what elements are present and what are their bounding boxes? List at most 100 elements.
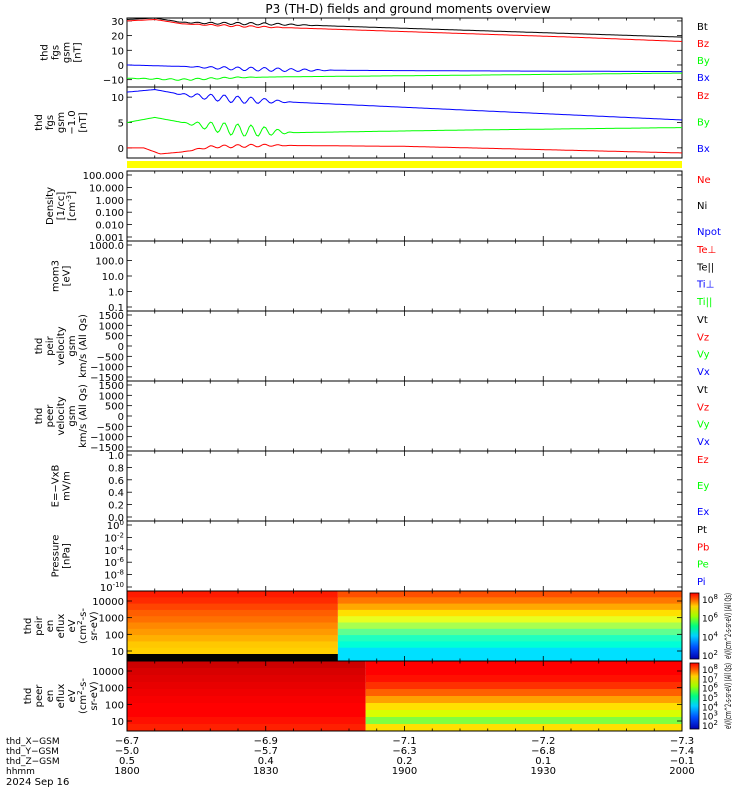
spectrogram-bin	[365, 682, 682, 690]
y-tick-label: 0.0	[108, 513, 124, 524]
spectrogram-fill-value	[127, 654, 338, 661]
spectrogram-bin	[365, 675, 682, 683]
y-tick-label: 1000	[99, 614, 124, 625]
legend-entry: Ex	[697, 507, 709, 518]
y-axis-label: gsm	[67, 405, 78, 426]
y-tick-label: 20	[111, 32, 124, 43]
panel-fgs: −10 0 10 20 30 thd fgs gsm [nT] Bt Bz By Bx	[40, 17, 710, 88]
y-axis-label: velocity	[56, 326, 67, 365]
y-axis-label: Pressure	[51, 535, 62, 578]
spectrogram-bin	[127, 622, 338, 630]
y-axis-label: fgs	[51, 45, 62, 60]
y-axis-label: E=−VxB	[51, 465, 62, 508]
legend-entry: Pi	[697, 577, 706, 588]
y-axis-label: thd	[34, 114, 45, 131]
y-tick-label: 10-10	[100, 581, 124, 594]
y-tick-label: 10-2	[104, 531, 124, 544]
spectrogram-bin	[337, 654, 682, 661]
y-tick-label: 1.0	[108, 451, 124, 462]
y-axis-label: (cm2-s-	[76, 608, 89, 644]
x-axis-value: 1830	[253, 766, 278, 777]
spectrogram-bin	[337, 641, 682, 649]
spectrogram-bin	[127, 628, 338, 636]
panel-frame	[126, 310, 683, 382]
spectrogram-bin	[337, 635, 682, 642]
spectrogram-bin	[337, 616, 682, 623]
colorbar	[689, 662, 700, 730]
y-tick-label: 500	[105, 402, 124, 413]
x-axis-value: −7.3	[670, 736, 694, 747]
y-axis-label: [nT]	[73, 42, 84, 62]
y-tick-label: 0.6	[108, 476, 124, 487]
spectrogram-bin	[127, 635, 338, 642]
spectrogram-bin	[365, 668, 682, 676]
legend-entry: Vt	[697, 385, 708, 396]
y-axis-label: [nPa]	[62, 543, 73, 569]
y-tick-label: 10-6	[104, 556, 124, 569]
y-axis-label: eV	[67, 689, 78, 702]
spectrogram-bin	[127, 710, 366, 718]
y-axis-label: thd	[23, 688, 34, 705]
x-axis-value: −6.7	[115, 736, 139, 747]
panel-frame	[126, 520, 683, 592]
colorbar-tick-label: 106	[702, 612, 718, 625]
spectrogram-bin	[337, 603, 682, 611]
y-tick-label: 1.000	[95, 196, 124, 207]
y-tick-label: 100.0	[95, 257, 124, 268]
y-tick-label: 10	[111, 46, 124, 57]
y-axis-label: Density	[45, 187, 56, 225]
y-tick-label: −1000	[90, 363, 124, 374]
x-axis-row-label: hhmm	[6, 767, 35, 777]
y-axis-label: peer	[34, 684, 45, 708]
spectrogram-bin	[127, 724, 366, 732]
x-axis-row-label: thd_X−GSM	[6, 737, 60, 747]
spectrogram-bin	[127, 696, 366, 704]
x-axis-value: −6.3	[392, 746, 416, 757]
y-axis-label: eflux	[56, 684, 67, 709]
y-tick-label: 0.100	[95, 208, 124, 219]
x-axis-row-label: thd_Y−GSM	[6, 747, 59, 757]
legend-entry: Vz	[697, 332, 709, 343]
y-tick-label: 0.010	[95, 221, 124, 232]
colorbar	[689, 592, 700, 660]
legend-entry: Ni	[697, 201, 707, 212]
y-tick-label: 0.001	[95, 233, 124, 244]
y-axis-label: mom3	[51, 260, 62, 292]
legend-entry: By	[697, 56, 710, 67]
y-axis-label: km/s (All Qs)	[78, 314, 89, 378]
y-tick-label: 5	[118, 119, 124, 130]
y-axis-label: thd	[23, 618, 34, 635]
legend-entry: Ne	[697, 175, 711, 186]
y-tick-label: 10000	[92, 667, 124, 678]
y-axis-label: (cm2-s-	[76, 678, 89, 714]
y-tick-label: 1.0	[108, 288, 124, 299]
y-axis-label: peir	[34, 615, 45, 635]
y-tick-label: 30	[111, 17, 124, 28]
y-axis-label: sr-eV)	[89, 611, 100, 640]
legend-entry: Vx	[697, 367, 710, 378]
y-tick-label: −1000	[90, 433, 124, 444]
spectrogram-bin	[127, 661, 366, 669]
panel-frame	[126, 450, 683, 522]
x-axis-value: 2000	[669, 766, 694, 777]
y-tick-label: 0.8	[108, 463, 124, 474]
panel-peir-spectrogram: 108 106 104 102 eV/(cm^2-s-sr-eV) (All Qs) 10…	[23, 590, 734, 662]
legend-entry: Ti⊥	[696, 280, 714, 291]
spectrogram-bin	[365, 696, 682, 704]
spectrogram-bin	[127, 717, 366, 725]
legend-entry: Vt	[697, 315, 708, 326]
y-axis-label: eV	[67, 619, 78, 632]
legend-entry: Ey	[697, 481, 709, 492]
spectrogram-bin	[337, 647, 682, 655]
spectrogram-bin	[127, 616, 338, 623]
x-axis-value: 0.1	[535, 756, 551, 767]
y-axis-label: km/s (All Qs)	[78, 384, 89, 448]
y-axis-label: [1/cc]	[56, 192, 67, 221]
series-line	[126, 17, 683, 38]
spectrogram-bin	[365, 689, 682, 697]
series-line	[126, 18, 683, 42]
spectrogram-bin	[127, 609, 338, 617]
spectrogram-bin	[127, 668, 366, 676]
